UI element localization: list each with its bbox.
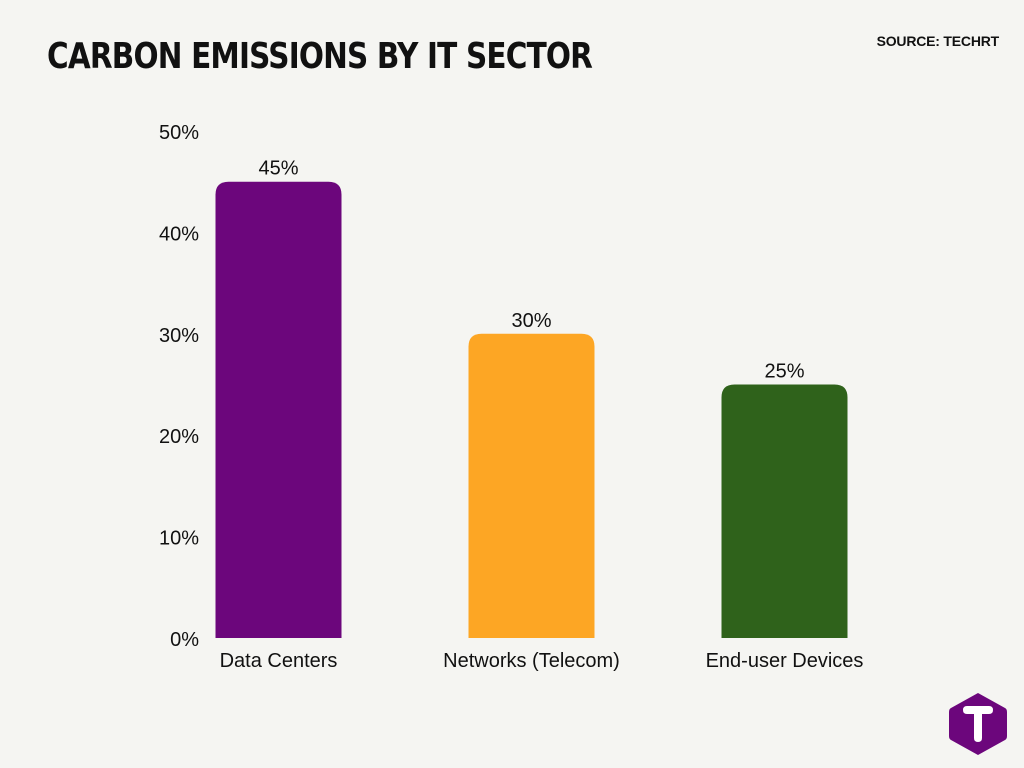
- logo-letter: [963, 706, 993, 742]
- x-category-label: Data Centers: [220, 650, 338, 672]
- source-label: SOURCE: TECHRT: [876, 33, 1000, 49]
- bar-value-label: 45%: [258, 158, 298, 180]
- y-tick-label: 10%: [159, 528, 199, 550]
- bar: [468, 333, 595, 638]
- bar-value-label: 30%: [511, 310, 551, 332]
- x-category-label: End-user Devices: [706, 650, 864, 672]
- chart-title: CARBON EMISSIONS BY IT SECTOR: [47, 36, 593, 77]
- y-tick-label: 30%: [159, 325, 199, 347]
- y-tick-label: 20%: [159, 426, 199, 448]
- y-tick-label: 40%: [159, 223, 199, 245]
- y-tick-label: 0%: [170, 629, 199, 651]
- bar: [721, 384, 848, 638]
- y-tick-label: 50%: [159, 122, 199, 144]
- techrt-logo-icon: [949, 693, 1007, 755]
- bar: [215, 181, 342, 638]
- bar-value-label: 25%: [764, 361, 804, 383]
- x-category-label: Networks (Telecom): [443, 650, 620, 672]
